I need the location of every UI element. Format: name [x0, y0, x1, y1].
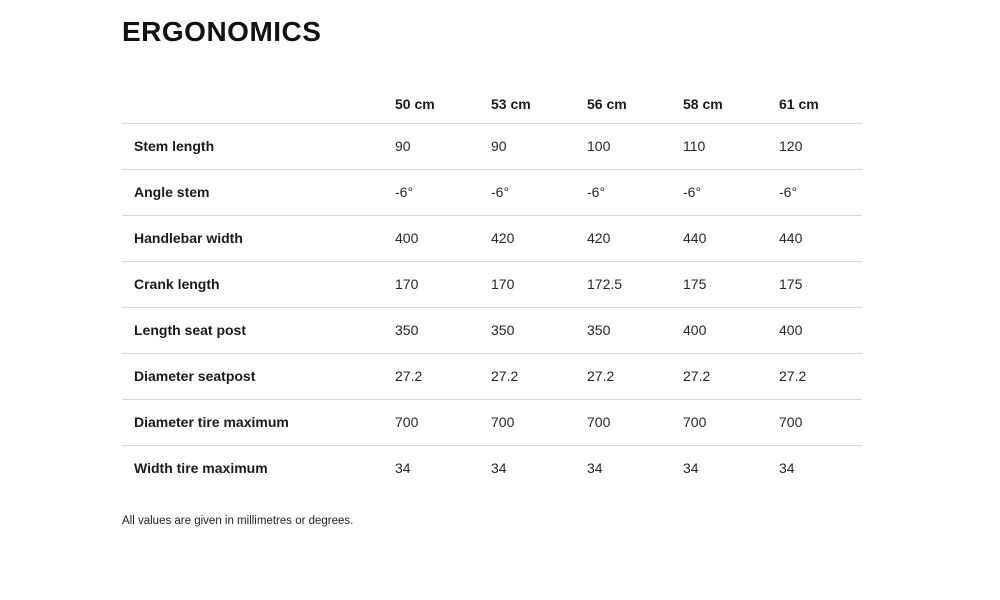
- table-row: Handlebar width 400 420 420 440 440: [122, 215, 862, 262]
- table-row: Angle stem -6° -6° -6° -6° -6°: [122, 169, 862, 216]
- cell-value: -6°: [395, 169, 491, 216]
- cell-value: 350: [491, 307, 587, 354]
- cell-value: 170: [491, 261, 587, 308]
- row-label: Diameter seatpost: [122, 353, 395, 400]
- row-label: Angle stem: [122, 169, 395, 216]
- cell-value: 34: [587, 460, 603, 477]
- cell-value: 90: [395, 123, 491, 170]
- cell-value: 700: [491, 399, 587, 446]
- row-label: Crank length: [122, 261, 395, 308]
- cell-value: 175: [779, 261, 862, 308]
- cell-value: 400: [395, 215, 491, 262]
- header-row: 50 cm 53 cm 56 cm 58 cm 61 cm: [122, 85, 862, 124]
- cell-value: 34: [395, 460, 411, 477]
- cell-value: 700: [779, 399, 862, 446]
- cell-value: 420: [587, 215, 683, 262]
- cell-value: 700: [683, 399, 779, 446]
- row-label: Stem length: [122, 123, 395, 170]
- row-label: Handlebar width: [122, 215, 395, 262]
- column-header: 50 cm: [395, 85, 491, 124]
- column-header: 61 cm: [779, 85, 862, 124]
- cell-value: 175: [683, 261, 779, 308]
- table-row: Length seat post 350 350 350 400 400: [122, 307, 862, 354]
- cell-value: 440: [779, 215, 862, 262]
- cell-value: 34: [779, 460, 795, 477]
- column-header: 53 cm: [491, 85, 587, 124]
- row-label: Width tire maximum: [134, 460, 268, 477]
- cell-value: 90: [491, 123, 587, 170]
- table-row: Diameter seatpost 27.2 27.2 27.2 27.2 27.2: [122, 353, 862, 400]
- cell-value: 27.2: [491, 353, 587, 400]
- cell-value: 350: [587, 307, 683, 354]
- cell-value: -6°: [587, 169, 683, 216]
- cell-value: 700: [587, 399, 683, 446]
- cell-value: 400: [683, 307, 779, 354]
- cell-value: -6°: [491, 169, 587, 216]
- cell-value: 110: [683, 123, 779, 170]
- cell-value: -6°: [779, 169, 862, 216]
- footnote: All values are given in millimetres or d…: [122, 515, 354, 527]
- column-header: 58 cm: [683, 85, 779, 124]
- cell-value: 440: [683, 215, 779, 262]
- cell-value: 400: [779, 307, 862, 354]
- cell-value: -6°: [683, 169, 779, 216]
- cell-value: 27.2: [683, 353, 779, 400]
- cell-value: 170: [395, 261, 491, 308]
- cell-value: 27.2: [587, 353, 683, 400]
- cell-value: 100: [587, 123, 683, 170]
- page-title: ERGONOMICS: [122, 16, 322, 47]
- cell-value: 120: [779, 123, 862, 170]
- table-body: Stem length 90 90 100 110 120 Angle stem -6° -6°…: [122, 123, 862, 491]
- cell-value: 34: [491, 460, 507, 477]
- cell-value: 27.2: [395, 353, 491, 400]
- table-row: Stem length 90 90 100 110 120: [122, 123, 862, 170]
- ergonomics-table: 50 cm 53 cm 56 cm 58 cm 61 cm Stem length 90 9…: [122, 85, 862, 491]
- table-row: Diameter tire maximum 700 700 700 700 700: [122, 399, 862, 446]
- row-label: Diameter tire maximum: [122, 399, 395, 446]
- header-spacer: [122, 85, 395, 124]
- cell-value: 27.2: [779, 353, 862, 400]
- table-row: Width tire maximum 34 34 34 34 34: [122, 445, 862, 491]
- cell-value: 172.5: [587, 261, 683, 308]
- cell-value: 700: [395, 399, 491, 446]
- column-header: 56 cm: [587, 85, 683, 124]
- cell-value: 34: [683, 460, 699, 477]
- cell-value: 350: [395, 307, 491, 354]
- table-row: Crank length 170 170 172.5 175 175: [122, 261, 862, 308]
- row-label: Length seat post: [122, 307, 395, 354]
- cell-value: 420: [491, 215, 587, 262]
